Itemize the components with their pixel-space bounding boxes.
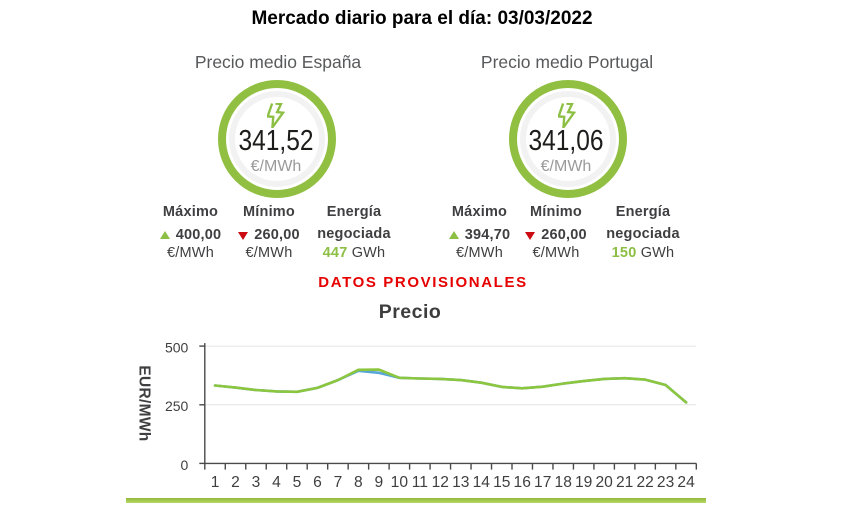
svg-text:8: 8 <box>354 474 363 491</box>
svg-text:0: 0 <box>181 457 189 473</box>
svg-text:500: 500 <box>165 340 189 356</box>
svg-text:5: 5 <box>293 474 302 491</box>
svg-text:9: 9 <box>375 474 384 491</box>
svg-text:21: 21 <box>616 474 633 491</box>
svg-text:18: 18 <box>555 474 572 491</box>
svg-text:22: 22 <box>636 474 653 491</box>
svg-text:4: 4 <box>272 474 281 491</box>
svg-text:1: 1 <box>211 474 220 491</box>
svg-text:12: 12 <box>432 474 449 491</box>
svg-text:20: 20 <box>595 474 613 491</box>
svg-text:EUR/MWh: EUR/MWh <box>136 365 153 441</box>
svg-text:7: 7 <box>334 474 343 491</box>
svg-text:15: 15 <box>493 474 511 491</box>
svg-text:6: 6 <box>313 474 322 491</box>
svg-text:13: 13 <box>452 474 469 491</box>
svg-text:3: 3 <box>252 474 261 491</box>
svg-text:14: 14 <box>473 474 491 491</box>
svg-text:16: 16 <box>514 474 531 491</box>
svg-text:2: 2 <box>231 474 240 491</box>
svg-text:10: 10 <box>391 474 409 491</box>
svg-text:11: 11 <box>412 474 428 491</box>
svg-text:23: 23 <box>657 474 674 491</box>
svg-text:19: 19 <box>575 474 592 491</box>
svg-text:24: 24 <box>677 474 695 491</box>
svg-text:17: 17 <box>534 474 551 491</box>
svg-text:250: 250 <box>165 398 189 414</box>
